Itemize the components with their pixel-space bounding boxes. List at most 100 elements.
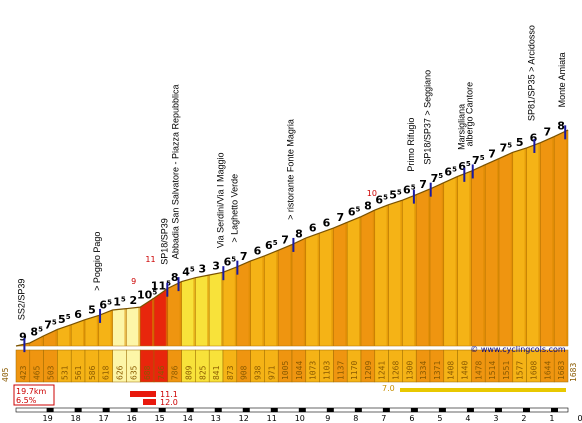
profile-segment	[333, 221, 348, 347]
profile-segment	[526, 142, 541, 347]
annotation-label: Primo Rifugio	[406, 118, 416, 172]
segment-shade	[27, 342, 30, 346]
km-tick-label: 15	[155, 414, 165, 423]
grade-label: 7	[488, 148, 496, 161]
altitude-value: 873	[226, 365, 235, 380]
profile-segment	[319, 227, 334, 347]
altitude-value: 1608	[530, 361, 539, 380]
segment-shade	[55, 329, 58, 346]
grade-label: 7	[281, 233, 289, 246]
segment-shade	[248, 260, 251, 346]
annotation-label: Monte Amiata	[557, 52, 567, 107]
summary-grade: 6.5%	[16, 396, 37, 405]
grade-label: 3	[198, 262, 206, 275]
km-axis-stripe	[354, 408, 362, 412]
profile-segment	[415, 188, 431, 347]
segment-shade	[414, 194, 417, 346]
km-tick-label: 4	[465, 414, 470, 423]
max-grade-label: 10	[367, 189, 377, 198]
summary-distance: 19.7km	[16, 387, 46, 396]
segment-shade	[524, 147, 527, 346]
annotation-label: Via Serdini/Via I Maggio	[215, 152, 225, 248]
km-axis-stripe	[130, 408, 138, 412]
altitude-value: 1005	[281, 361, 290, 380]
altitude-value: 423	[19, 365, 28, 380]
segment-shade	[372, 210, 375, 346]
altitude-value: 1551	[502, 361, 511, 380]
profile-segment	[553, 129, 569, 347]
profile-segment	[84, 315, 100, 347]
altitude-value: 626	[116, 365, 125, 380]
grade-label: 5	[88, 304, 96, 317]
altitude-value: 1073	[309, 361, 318, 380]
legend-value-3: 7.0	[382, 384, 395, 393]
profile-segment	[346, 216, 362, 347]
km-tick-label: 0	[577, 414, 582, 423]
grade-label: 15	[113, 295, 126, 308]
grade-label: 65	[348, 205, 361, 218]
grade-label: 75	[472, 154, 485, 167]
altitude-value: 1044	[295, 361, 304, 380]
km-axis-stripe	[550, 408, 558, 412]
profile-segment	[402, 194, 417, 347]
segment-shade	[400, 200, 403, 346]
altitude-value: 1300	[405, 361, 414, 380]
grade-label: 65	[458, 160, 471, 173]
altitude-value: 503	[47, 365, 56, 380]
legend-bar-3	[400, 388, 566, 392]
grade-label: 3	[212, 260, 220, 273]
profile-segment	[277, 244, 293, 347]
altitude-cell	[553, 349, 569, 383]
km-axis-stripe	[214, 408, 222, 412]
km-axis-stripe	[382, 408, 390, 412]
segment-shade	[276, 250, 279, 346]
altitude-value: 908	[240, 365, 249, 380]
grade-label: 45	[182, 266, 195, 279]
segment-shade	[165, 288, 168, 346]
segment-shade	[317, 233, 320, 346]
profile-segment	[360, 209, 376, 347]
altitude-band: 423 465 503 531 561 586 618 626 635 688 746 786 809 8…	[15, 349, 569, 383]
annotation-label: Marsigliana	[456, 104, 466, 150]
km-tick-label: 13	[211, 414, 221, 423]
grade-label: 6	[74, 308, 82, 321]
segment-shade	[428, 188, 430, 346]
altitude-value: 825	[198, 365, 207, 380]
profile-segment	[57, 324, 72, 347]
segment-shade	[483, 164, 486, 346]
km-axis-stripe	[522, 408, 530, 412]
altitude-value: 809	[185, 365, 194, 380]
grade-label: 65	[403, 183, 416, 196]
grade-label: 105	[137, 289, 157, 302]
km-axis-stripe	[186, 408, 194, 412]
segment-shade	[331, 228, 334, 346]
annotation-label: SS2/SP39	[16, 279, 26, 321]
altitude-value: 561	[74, 365, 83, 380]
segment-shade	[96, 315, 99, 346]
profile-segment	[388, 199, 403, 347]
km-axis-stripe	[46, 408, 54, 412]
grade-label: 75	[44, 319, 57, 332]
legend-bar-2	[143, 399, 156, 405]
max-grade-label: 9	[131, 277, 136, 286]
summary-box	[13, 384, 55, 406]
grade-label: 7	[543, 126, 551, 139]
profile-segment	[443, 176, 458, 347]
km-tick-label: 1	[549, 414, 554, 423]
km-axis-stripe	[270, 408, 278, 412]
km-axis-bar	[15, 407, 569, 413]
annotation-label: > ristorante Fonte Magria	[285, 119, 295, 220]
km-tick-label: 7	[381, 414, 386, 423]
altitude-value: 1209	[364, 361, 373, 380]
km-axis-stripe	[326, 408, 334, 412]
altitude-value: 841	[212, 365, 221, 380]
segment-shade	[207, 275, 210, 346]
km-tick-label: 16	[127, 414, 137, 423]
altitude-value: 1408	[447, 361, 456, 380]
grade-label: 5	[516, 136, 524, 149]
segment-shade	[469, 171, 472, 346]
km-tick-label: 6	[409, 414, 414, 423]
segment-shade	[124, 308, 127, 346]
altitude-value: 1683	[557, 361, 566, 380]
segment-shade	[152, 298, 154, 346]
